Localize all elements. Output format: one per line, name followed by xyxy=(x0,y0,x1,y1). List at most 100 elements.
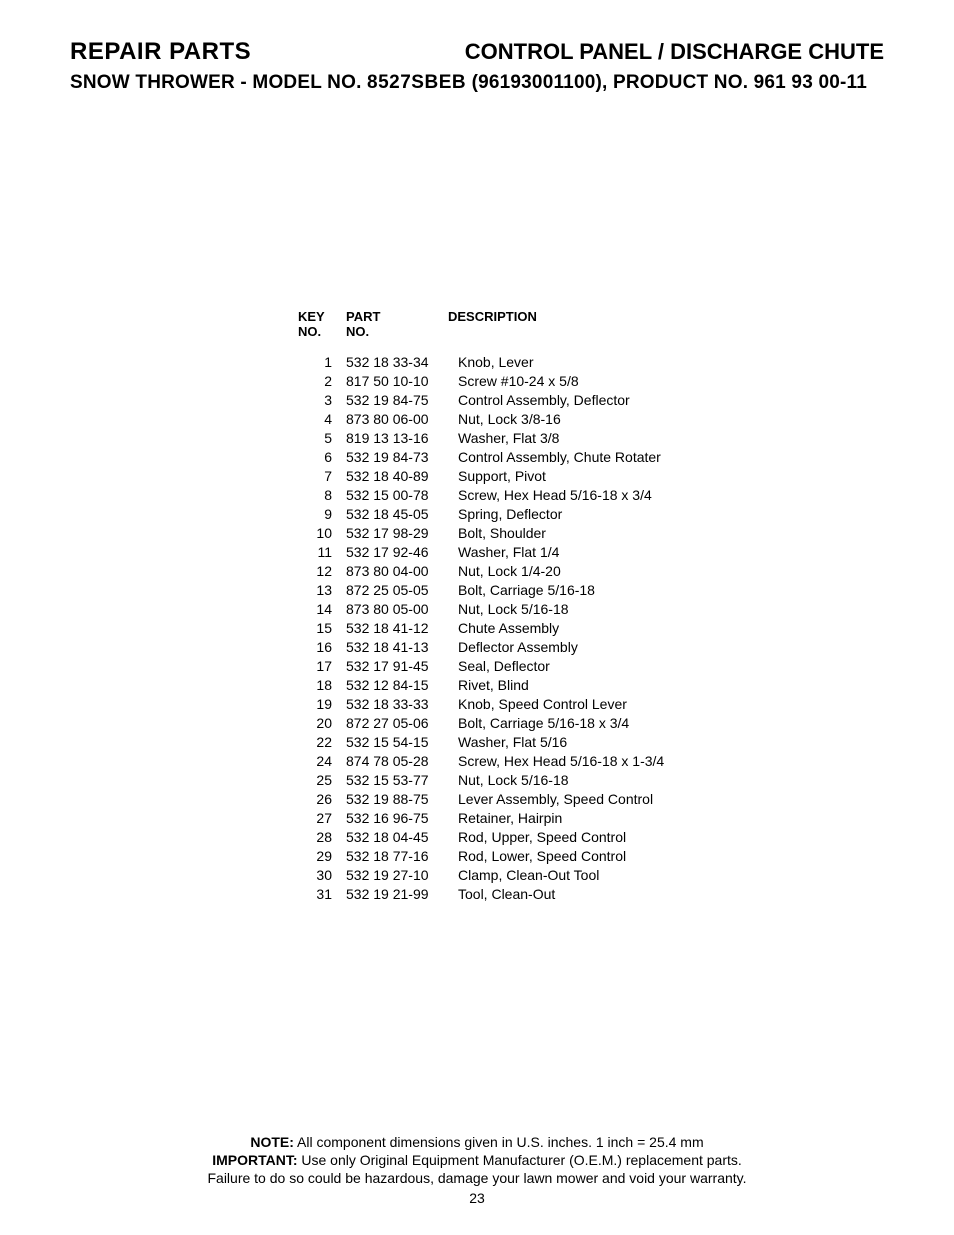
cell-desc: Bolt, Carriage 5/16-18 xyxy=(448,581,595,600)
cell-desc: Screw, Hex Head 5/16-18 x 3/4 xyxy=(448,486,652,505)
col-header-desc-l2: DESCRIPTION xyxy=(448,309,537,324)
table-row: 7532 18 40-89Support, Pivot xyxy=(298,467,884,486)
table-row: 31532 19 21-99Tool, Clean-Out xyxy=(298,885,884,904)
cell-key: 12 xyxy=(298,562,332,581)
cell-part: 532 15 54-15 xyxy=(332,733,448,752)
cell-key: 7 xyxy=(298,467,332,486)
header-row: REPAIR PARTS CONTROL PANEL / DISCHARGE C… xyxy=(70,38,884,66)
cell-part: 532 17 92-46 xyxy=(332,543,448,562)
cell-key: 10 xyxy=(298,524,332,543)
cell-part: 873 80 04-00 xyxy=(332,562,448,581)
cell-part: 532 18 40-89 xyxy=(332,467,448,486)
parts-table: KEY NO. PART NO. DESCRIPTION 1532 18 33-… xyxy=(298,309,884,904)
table-row: 15532 18 41-12Chute Assembly xyxy=(298,619,884,638)
cell-key: 18 xyxy=(298,676,332,695)
cell-desc: Rod, Lower, Speed Control xyxy=(448,847,626,866)
table-row: 3532 19 84-75Control Assembly, Deflector xyxy=(298,391,884,410)
subheader-model: 8527SBEB xyxy=(367,72,466,93)
cell-key: 13 xyxy=(298,581,332,600)
cell-desc: Support, Pivot xyxy=(448,467,546,486)
page: REPAIR PARTS CONTROL PANEL / DISCHARGE C… xyxy=(0,0,954,904)
cell-part: 532 15 00-78 xyxy=(332,486,448,505)
cell-key: 19 xyxy=(298,695,332,714)
cell-part: 532 15 53-77 xyxy=(332,771,448,790)
parts-table-header: KEY NO. PART NO. DESCRIPTION xyxy=(298,309,884,339)
cell-part: 532 18 41-12 xyxy=(332,619,448,638)
cell-desc: Nut, Lock 1/4-20 xyxy=(448,562,561,581)
table-row: 1532 18 33-34Knob, Lever xyxy=(298,353,884,372)
footer-important-line: IMPORTANT: Use only Original Equipment M… xyxy=(0,1151,954,1169)
cell-key: 2 xyxy=(298,372,332,391)
cell-desc: Nut, Lock 5/16-18 xyxy=(448,771,569,790)
cell-desc: Bolt, Carriage 5/16-18 x 3/4 xyxy=(448,714,629,733)
cell-desc: Washer, Flat 3/8 xyxy=(448,429,559,448)
cell-part: 532 18 45-05 xyxy=(332,505,448,524)
cell-key: 5 xyxy=(298,429,332,448)
cell-key: 29 xyxy=(298,847,332,866)
cell-key: 3 xyxy=(298,391,332,410)
subheader: SNOW THROWER - MODEL NO. 8527SBEB (96193… xyxy=(70,72,884,94)
table-row: 10532 17 98-29Bolt, Shoulder xyxy=(298,524,884,543)
table-row: 16532 18 41-13Deflector Assembly xyxy=(298,638,884,657)
table-row: 5819 13 13-16Washer, Flat 3/8 xyxy=(298,429,884,448)
table-row: 9532 18 45-05Spring, Deflector xyxy=(298,505,884,524)
table-row: 2817 50 10-10Screw #10-24 x 5/8 xyxy=(298,372,884,391)
table-row: 13872 25 05-05Bolt, Carriage 5/16-18 xyxy=(298,581,884,600)
cell-part: 532 18 33-34 xyxy=(332,353,448,372)
cell-desc: Tool, Clean-Out xyxy=(448,885,555,904)
table-row: 20872 27 05-06Bolt, Carriage 5/16-18 x 3… xyxy=(298,714,884,733)
cell-part: 532 19 88-75 xyxy=(332,790,448,809)
cell-key: 26 xyxy=(298,790,332,809)
cell-key: 31 xyxy=(298,885,332,904)
table-row: 28532 18 04-45Rod, Upper, Speed Control xyxy=(298,828,884,847)
subheader-suffix: (96193001100), PRODUCT NO. 961 93 00-11 xyxy=(466,72,867,93)
col-header-part-l2: NO. xyxy=(346,324,448,339)
table-row: 14873 80 05-00Nut, Lock 5/16-18 xyxy=(298,600,884,619)
cell-part: 532 18 41-13 xyxy=(332,638,448,657)
cell-part: 873 80 06-00 xyxy=(332,410,448,429)
cell-part: 532 19 27-10 xyxy=(332,866,448,885)
cell-desc: Screw #10-24 x 5/8 xyxy=(448,372,579,391)
cell-part: 872 25 05-05 xyxy=(332,581,448,600)
cell-part: 873 80 05-00 xyxy=(332,600,448,619)
cell-part: 532 17 98-29 xyxy=(332,524,448,543)
footer-important-text: Use only Original Equipment Manufacturer… xyxy=(298,1152,742,1168)
cell-key: 28 xyxy=(298,828,332,847)
cell-part: 532 17 91-45 xyxy=(332,657,448,676)
table-row: 27532 16 96-75Retainer, Hairpin xyxy=(298,809,884,828)
cell-key: 16 xyxy=(298,638,332,657)
cell-desc: Washer, Flat 5/16 xyxy=(448,733,567,752)
cell-key: 11 xyxy=(298,543,332,562)
parts-rows: 1532 18 33-34Knob, Lever2817 50 10-10Scr… xyxy=(298,353,884,904)
table-row: 26532 19 88-75Lever Assembly, Speed Cont… xyxy=(298,790,884,809)
cell-desc: Nut, Lock 3/8-16 xyxy=(448,410,561,429)
cell-desc: Spring, Deflector xyxy=(448,505,562,524)
cell-key: 22 xyxy=(298,733,332,752)
cell-desc: Chute Assembly xyxy=(448,619,559,638)
cell-desc: Screw, Hex Head 5/16-18 x 1-3/4 xyxy=(448,752,664,771)
table-row: 29532 18 77-16Rod, Lower, Speed Control xyxy=(298,847,884,866)
cell-desc: Knob, Speed Control Lever xyxy=(448,695,627,714)
col-header-key: KEY NO. xyxy=(298,309,346,339)
subheader-prefix: SNOW THROWER - MODEL NO. xyxy=(70,72,367,93)
cell-key: 6 xyxy=(298,448,332,467)
table-row: 12873 80 04-00Nut, Lock 1/4-20 xyxy=(298,562,884,581)
cell-key: 17 xyxy=(298,657,332,676)
footer: NOTE: All component dimensions given in … xyxy=(0,1133,954,1207)
cell-part: 532 19 84-73 xyxy=(332,448,448,467)
cell-part: 532 19 21-99 xyxy=(332,885,448,904)
table-row: 25532 15 53-77Nut, Lock 5/16-18 xyxy=(298,771,884,790)
cell-desc: Nut, Lock 5/16-18 xyxy=(448,600,569,619)
cell-part: 532 18 77-16 xyxy=(332,847,448,866)
cell-key: 25 xyxy=(298,771,332,790)
cell-key: 20 xyxy=(298,714,332,733)
cell-key: 15 xyxy=(298,619,332,638)
cell-desc: Bolt, Shoulder xyxy=(448,524,546,543)
table-row: 19532 18 33-33Knob, Speed Control Lever xyxy=(298,695,884,714)
cell-desc: Deflector Assembly xyxy=(448,638,578,657)
cell-key: 8 xyxy=(298,486,332,505)
header-right: CONTROL PANEL / DISCHARGE CHUTE xyxy=(465,39,884,65)
cell-part: 817 50 10-10 xyxy=(332,372,448,391)
table-row: 6532 19 84-73Control Assembly, Chute Rot… xyxy=(298,448,884,467)
cell-part: 872 27 05-06 xyxy=(332,714,448,733)
